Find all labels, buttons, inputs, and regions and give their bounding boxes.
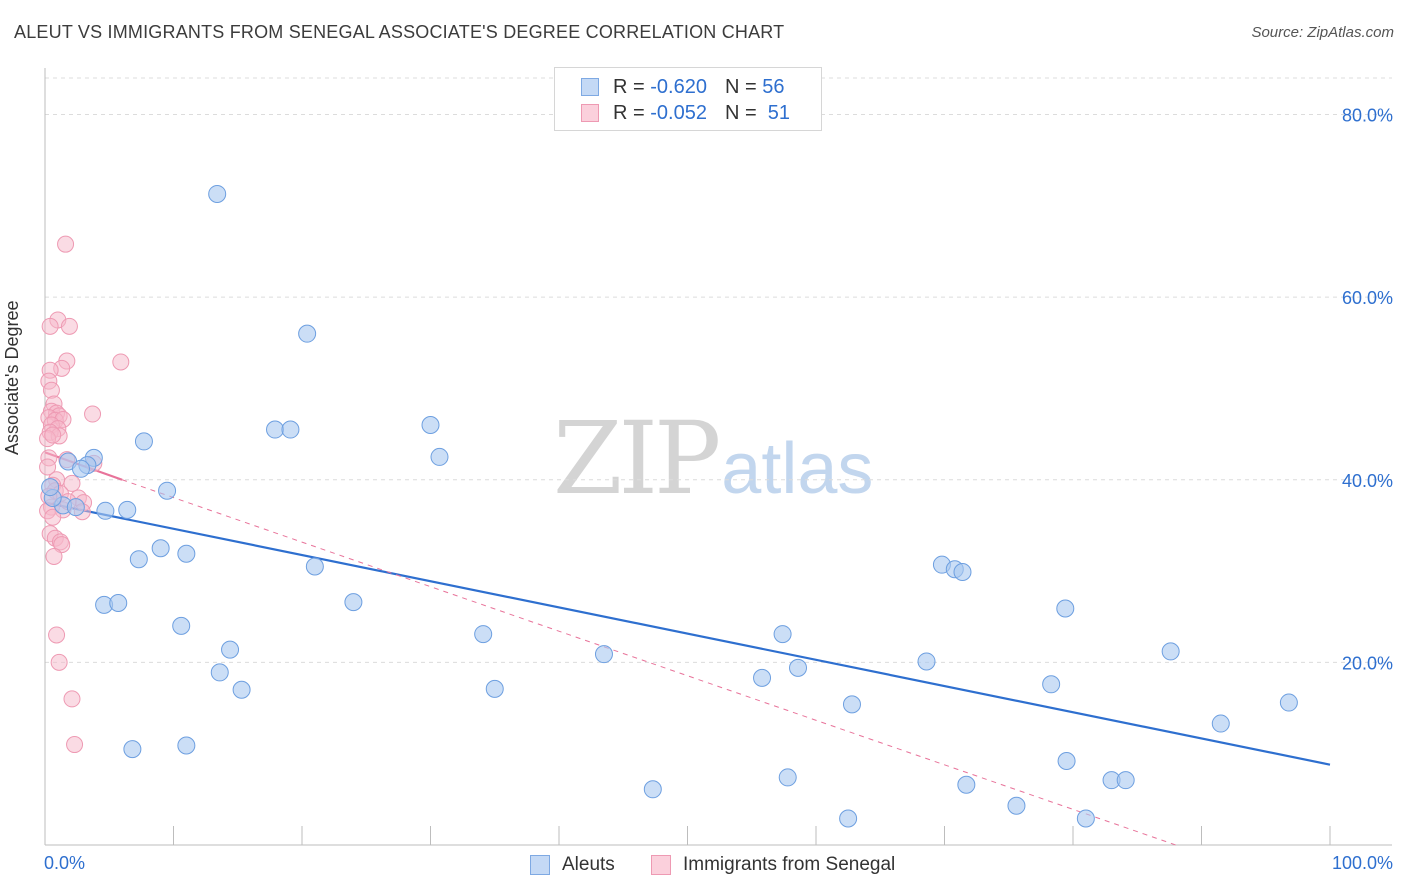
point-aleuts [430,447,449,466]
y-axis-label: Associate's Degree [2,300,22,455]
legend-r-label: R = [613,75,651,98]
point-aleuts [957,775,976,794]
point-aleuts [1007,796,1026,815]
data-points [39,184,1298,828]
point-senegal [60,317,78,335]
watermark-atlas: atlas [721,429,874,509]
point-aleuts [1279,693,1298,712]
point-aleuts [281,420,300,439]
point-senegal [63,690,81,708]
point-aleuts [485,679,504,698]
point-aleuts [266,420,285,439]
point-aleuts [177,544,196,563]
y-tick-label: 60.0% [1342,288,1393,308]
point-aleuts [41,478,60,497]
legend-n-value: 56 [762,75,785,98]
point-aleuts [773,625,792,644]
point-aleuts [151,539,170,558]
point-aleuts [118,500,137,519]
point-aleuts [177,736,196,755]
axes [44,68,1392,846]
bottom-legend-aleuts: Aleuts [530,852,615,878]
bottom-legend-label-aleuts: Aleuts [562,854,615,875]
bottom-legend-swatch-senegal [651,855,671,875]
point-aleuts [643,780,662,799]
point-aleuts [298,324,317,343]
legend-n-label: N = [724,101,763,124]
tick-labels: 20.0% 40.0% 60.0% 80.0% 0.0% 100.0% [44,106,1393,873]
point-aleuts [71,459,90,478]
point-aleuts [232,680,251,699]
bottom-legend-label-senegal: Immigrants from Senegal [683,854,896,875]
point-aleuts [172,616,191,635]
point-aleuts [123,740,142,759]
point-aleuts [109,594,128,613]
point-senegal [112,353,130,371]
x-tick-label: 0.0% [44,853,85,873]
point-aleuts [1161,642,1180,661]
point-senegal [84,405,102,423]
point-aleuts [917,652,936,671]
point-senegal [44,508,62,526]
y-tick-label: 40.0% [1342,471,1393,491]
point-senegal [41,317,59,335]
point-aleuts [594,645,613,664]
x-tick-label: 100.0% [1332,853,1393,873]
bottom-legend-senegal: Immigrants from Senegal [651,852,895,878]
zipatlas-watermark: ZIPatlas [553,400,873,517]
point-senegal [48,626,66,644]
point-aleuts [1211,714,1230,733]
point-senegal [57,235,75,253]
point-aleuts [221,640,240,659]
y-tick-label: 80.0% [1342,106,1393,126]
point-aleuts [1042,675,1061,694]
point-senegal [44,426,62,444]
legend-n-label: N = [724,75,763,98]
bottom-legend-swatch-aleuts [530,855,550,875]
point-senegal [66,736,84,754]
point-aleuts [953,562,972,581]
legend-swatch-aleuts [581,78,599,96]
point-aleuts [305,557,324,576]
point-aleuts [789,658,808,677]
grid-lines [45,77,1392,663]
point-aleuts [1076,809,1095,828]
legend-r-label: R = [613,101,651,124]
point-aleuts [129,550,148,569]
y-tick-label: 20.0% [1342,653,1393,673]
legend-row-senegal: R = -0.052 N = 51 [581,101,790,125]
point-aleuts [1057,751,1076,770]
legend-r-value: -0.620 [650,75,707,98]
point-senegal [39,458,57,476]
point-senegal [53,536,71,554]
point-aleuts [839,809,858,828]
point-aleuts [1116,771,1135,790]
point-aleuts [1056,599,1075,618]
trend-line-aleuts [44,501,1331,766]
point-aleuts [96,501,115,520]
point-aleuts [158,481,177,500]
watermark-zip: ZIP [553,400,721,517]
legend-r-value: -0.052 [650,101,707,124]
point-aleuts [778,768,797,787]
legend-swatch-senegal [581,104,599,122]
point-senegal [50,653,68,671]
point-senegal [63,474,81,492]
legend-row-aleuts: R = -0.620 N = 56 [581,75,784,99]
legend-n-value: 51 [762,101,791,124]
point-aleuts [421,415,440,434]
point-aleuts [474,625,493,644]
point-aleuts [134,432,153,451]
point-aleuts [208,184,227,203]
point-aleuts [66,498,85,517]
correlation-legend: R = -0.620 N = 56 R = -0.052 N = 51 [554,67,822,131]
point-senegal [45,547,63,565]
point-aleuts [344,593,363,612]
source-label: Source: ZipAtlas.com [1251,24,1394,41]
point-aleuts [842,695,861,714]
point-aleuts [753,668,772,687]
point-aleuts [210,663,229,682]
chart-title: ALEUT VS IMMIGRANTS FROM SENEGAL ASSOCIA… [14,22,785,42]
